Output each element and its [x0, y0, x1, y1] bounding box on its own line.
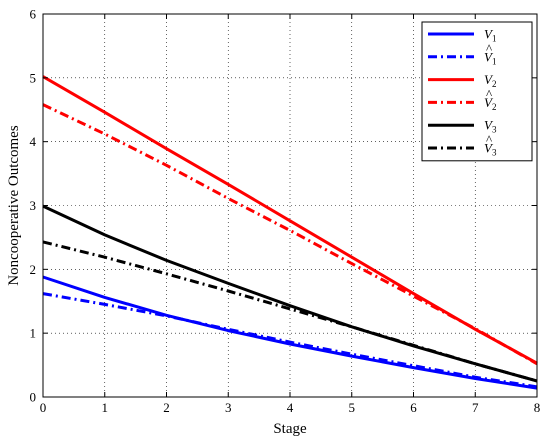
y-tick-label: 3 — [30, 198, 37, 213]
x-tick-label: 6 — [410, 400, 417, 415]
series-line-1 — [42, 275, 538, 390]
x-tick-label: 7 — [472, 400, 479, 415]
legend-hat-accent: ^ — [486, 132, 493, 147]
y-axis-title: Noncooperative Outcomes — [6, 125, 22, 286]
y-tick-label: 1 — [30, 326, 37, 341]
x-tick-label: 0 — [40, 400, 47, 415]
x-tick-label: 1 — [102, 400, 109, 415]
series-line-6 — [42, 240, 538, 383]
series-line-2 — [42, 292, 538, 389]
legend-hat-accent: ^ — [486, 86, 493, 101]
y-tick-label: 5 — [30, 70, 37, 85]
x-tick-label: 3 — [225, 400, 232, 415]
x-axis-title: Stage — [273, 421, 307, 437]
legend-hat-accent: ^ — [486, 41, 493, 56]
y-tick-label: 6 — [30, 7, 37, 22]
x-tick-label: 5 — [349, 400, 356, 415]
x-tick-label: 2 — [163, 400, 170, 415]
x-tick-label: 4 — [287, 400, 294, 415]
series-lines — [42, 75, 538, 390]
y-tick-label: 4 — [30, 134, 37, 149]
series-line-4 — [42, 103, 538, 366]
axis-ticks: 0 1 2 3 4 5 6 7 8 0 1 2 3 4 5 6 — [30, 7, 541, 416]
y-tick-label: 0 — [30, 390, 37, 405]
x-tick-label: 8 — [534, 400, 541, 415]
legend-box — [421, 21, 533, 162]
series-line-5 — [42, 204, 538, 383]
y-tick-label: 2 — [30, 262, 37, 277]
